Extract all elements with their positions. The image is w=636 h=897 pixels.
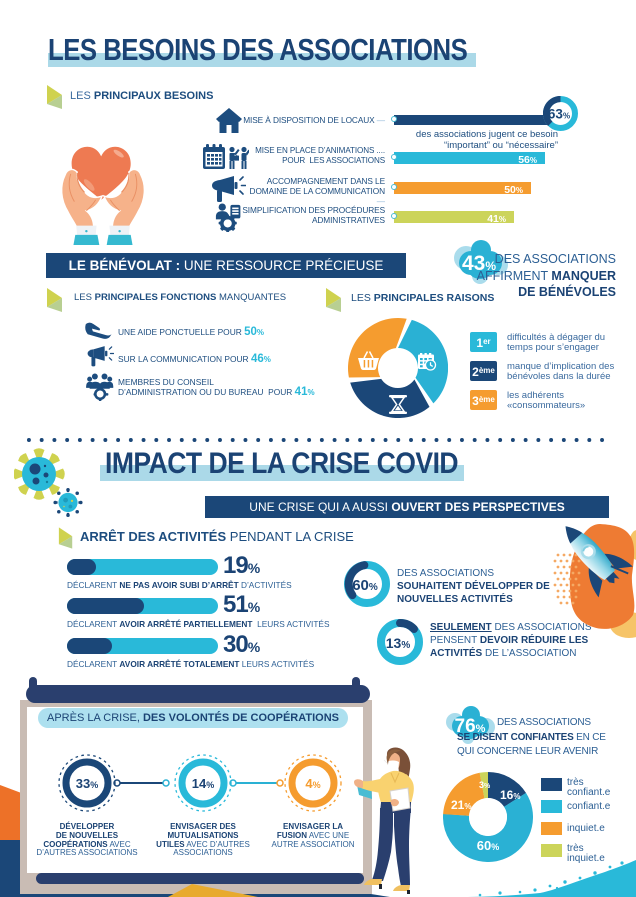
svg-text:3%: 3% (479, 780, 491, 790)
svg-text:60%: 60% (477, 838, 499, 853)
svg-text:60%: 60% (352, 577, 378, 594)
svg-text:21%: 21% (451, 798, 471, 812)
svg-text:13%: 13% (386, 635, 411, 651)
svg-text:14%: 14% (192, 776, 214, 791)
svg-text:4%: 4% (305, 776, 320, 791)
svg-text:16%: 16% (500, 788, 520, 802)
svg-text:33%: 33% (76, 776, 98, 791)
